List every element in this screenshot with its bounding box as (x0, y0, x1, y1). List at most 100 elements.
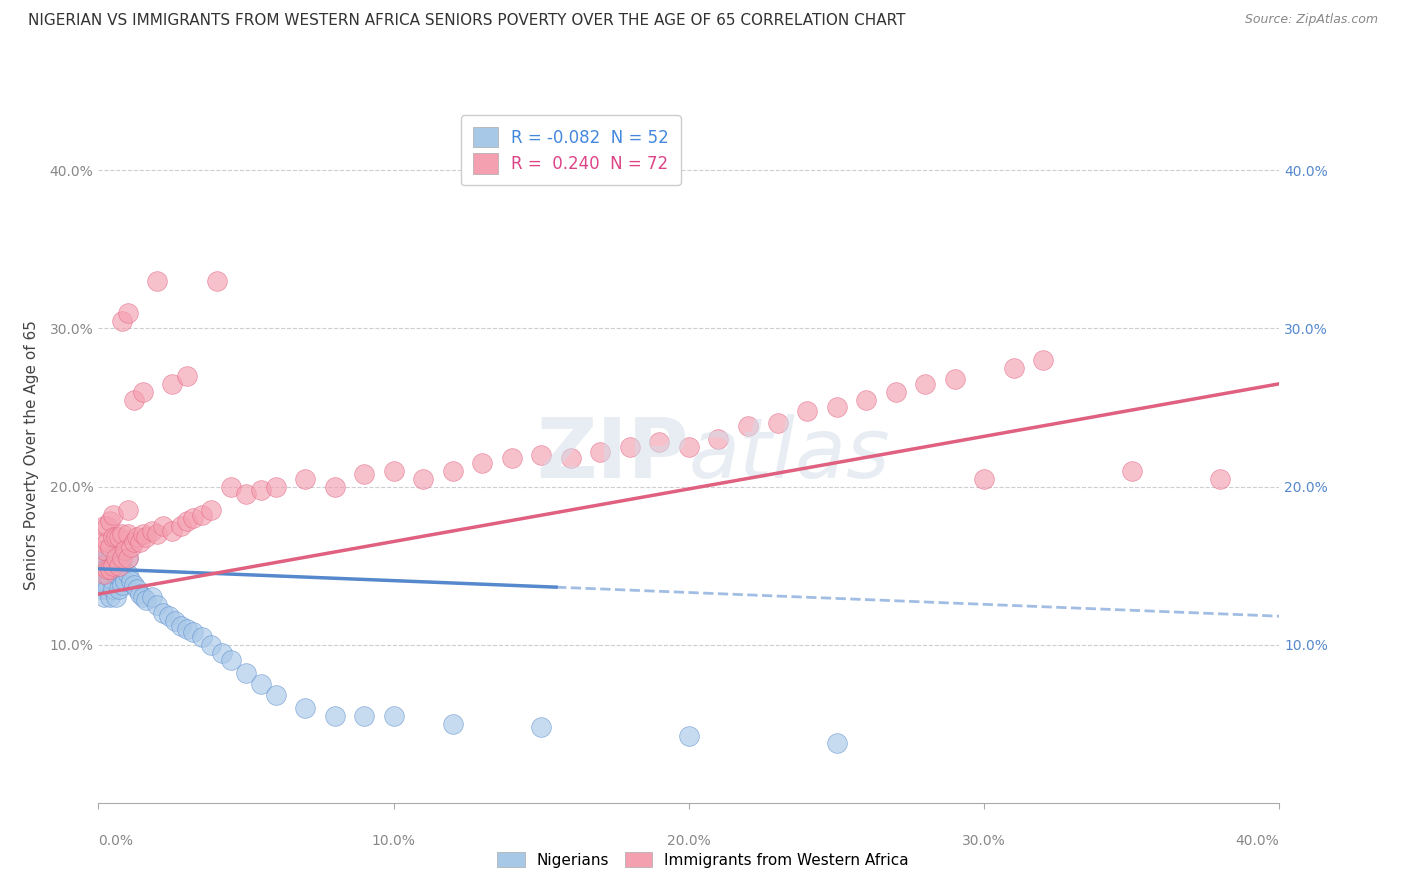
Point (766, 417, 789, 431)
Point (103, 558, 125, 573)
Point (501, 451, 523, 466)
Point (111, 558, 134, 573)
Point (103, 582, 125, 597)
Point (98, 571, 121, 585)
Point (157, 609, 180, 624)
Point (90, 534, 112, 549)
Point (648, 435, 671, 450)
Point (114, 574, 136, 589)
Point (90, 558, 112, 573)
Point (170, 519, 193, 533)
Point (200, 503, 222, 517)
Point (96, 562, 118, 576)
Point (707, 432, 730, 446)
Point (884, 384, 907, 399)
Text: 20.0%: 20.0% (666, 834, 711, 848)
Point (90, 574, 112, 589)
Point (152, 606, 174, 620)
Point (135, 530, 157, 544)
Text: 0.0%: 0.0% (98, 834, 134, 848)
Point (98, 514, 121, 528)
Point (146, 527, 169, 541)
Point (120, 540, 142, 554)
Point (135, 593, 157, 607)
Point (90, 558, 112, 573)
Point (176, 368, 198, 383)
Point (294, 701, 316, 715)
Point (117, 305, 139, 319)
Point (191, 630, 214, 644)
Legend: Nigerians, Immigrants from Western Africa: Nigerians, Immigrants from Western Afric… (489, 844, 917, 875)
Point (93, 519, 115, 533)
Point (382, 708, 405, 723)
Point (103, 508, 125, 522)
Point (128, 534, 150, 549)
Point (1032, 353, 1054, 368)
Point (1121, 464, 1143, 478)
Point (108, 558, 131, 573)
Point (235, 666, 257, 681)
Point (108, 530, 131, 544)
Text: NIGERIAN VS IMMIGRANTS FROM WESTERN AFRICA SENIORS POVERTY OVER THE AGE OF 65 CO: NIGERIAN VS IMMIGRANTS FROM WESTERN AFRI… (28, 13, 905, 29)
Point (122, 534, 145, 549)
Point (125, 530, 148, 544)
Point (412, 472, 434, 486)
Point (323, 708, 346, 723)
Point (235, 487, 257, 501)
Point (125, 582, 148, 597)
Point (132, 527, 155, 541)
Point (90, 582, 112, 597)
Point (122, 392, 145, 407)
Point (353, 467, 375, 481)
Point (152, 519, 174, 533)
Point (530, 448, 553, 462)
Point (914, 376, 936, 391)
Point (120, 574, 142, 589)
Point (117, 566, 139, 581)
Point (471, 456, 494, 470)
Point (111, 527, 134, 541)
Point (117, 503, 139, 517)
Point (200, 638, 222, 652)
Point (96, 534, 118, 549)
Point (93, 566, 115, 581)
Point (93, 591, 115, 605)
Point (111, 550, 134, 565)
Point (141, 591, 163, 605)
Point (108, 582, 131, 597)
Point (93, 550, 115, 565)
Point (162, 376, 183, 391)
Text: 40.0%: 40.0% (1236, 834, 1279, 848)
Point (103, 558, 125, 573)
Point (141, 524, 163, 538)
Point (105, 530, 128, 544)
Point (146, 274, 169, 288)
Point (441, 716, 464, 731)
Point (825, 736, 848, 750)
Point (1002, 360, 1025, 375)
Point (1209, 472, 1232, 486)
Point (191, 508, 214, 522)
Point (98, 540, 121, 554)
Point (219, 479, 242, 493)
Point (93, 542, 115, 557)
Text: 30.0%: 30.0% (962, 834, 1007, 848)
Point (323, 479, 346, 493)
Point (96, 582, 118, 597)
Point (170, 618, 193, 632)
Point (146, 598, 169, 612)
Point (132, 384, 155, 399)
Text: atlas: atlas (689, 415, 890, 495)
Point (96, 566, 118, 581)
Point (93, 574, 115, 589)
Point (165, 614, 187, 628)
Point (205, 274, 228, 288)
Point (162, 524, 183, 538)
Point (264, 688, 287, 702)
Point (117, 527, 139, 541)
Point (250, 483, 273, 497)
Point (678, 440, 700, 454)
Text: Source: ZipAtlas.com: Source: ZipAtlas.com (1244, 13, 1378, 27)
Point (382, 464, 405, 478)
Point (737, 419, 759, 434)
